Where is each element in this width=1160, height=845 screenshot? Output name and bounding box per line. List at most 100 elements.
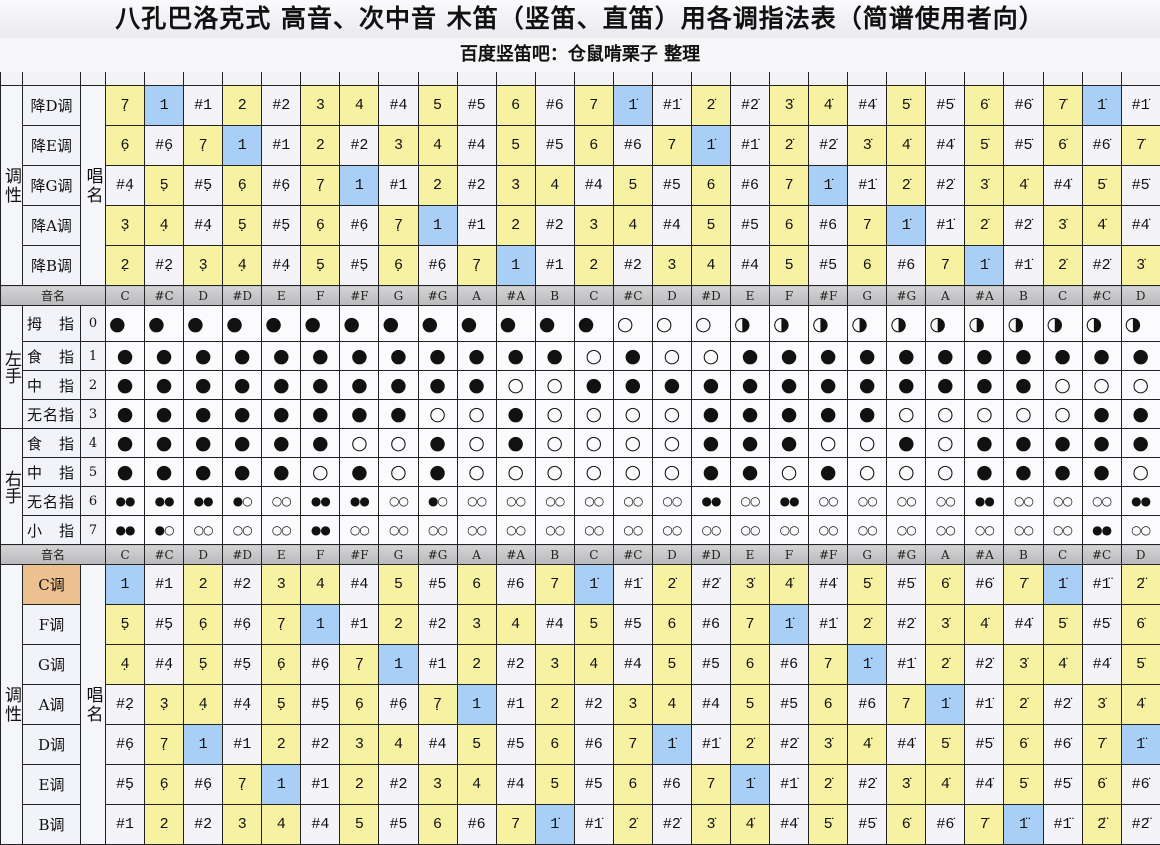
closed-hole-icon: ● bbox=[495, 399, 536, 429]
note-cell: 7 bbox=[808, 644, 849, 685]
note-cell: #2 bbox=[339, 125, 380, 166]
open-hole-icon: ○ bbox=[378, 428, 419, 458]
double-hole-icon: ○○ bbox=[925, 486, 966, 516]
note-cell: 2̇ bbox=[964, 205, 1005, 246]
note-name-cell: E bbox=[261, 544, 302, 565]
note-cell: 6 bbox=[847, 245, 888, 286]
note-cell: #1 bbox=[144, 564, 185, 605]
note-name-cell: D bbox=[651, 544, 692, 565]
note-cell: #6̇ bbox=[1081, 125, 1122, 166]
double-hole-icon: ○○ bbox=[1081, 486, 1122, 516]
open-hole-icon: ○ bbox=[769, 457, 810, 487]
note-cell: 1̇ bbox=[964, 245, 1005, 286]
double-hole-icon: ○○ bbox=[1120, 515, 1160, 545]
blank-cell bbox=[651, 72, 692, 86]
open-hole-icon: ○ bbox=[651, 305, 692, 342]
note-cell: 4̇ bbox=[1042, 644, 1083, 685]
note-name-cell: #G bbox=[886, 285, 927, 306]
key-label: G调 bbox=[22, 644, 81, 685]
note-cell: #4̣ bbox=[183, 205, 224, 246]
open-hole-icon: ○ bbox=[1120, 370, 1160, 400]
note-cell: #6 bbox=[808, 205, 849, 246]
note-cell: 7 bbox=[925, 245, 966, 286]
note-name-cell: G bbox=[847, 285, 888, 306]
key-label: 降A调 bbox=[22, 205, 81, 246]
note-cell: #4 bbox=[495, 764, 536, 805]
note-cell: #4 bbox=[612, 644, 653, 685]
finger-name: 中 指 bbox=[22, 457, 81, 487]
note-cell: 1 bbox=[300, 604, 341, 645]
note-cell: #6̇ bbox=[964, 564, 1005, 605]
note-cell: 6̣ bbox=[261, 644, 302, 685]
note-cell: #6̣ bbox=[261, 165, 302, 206]
note-cell: 6̣ bbox=[339, 684, 380, 725]
note-cell: 5̇ bbox=[808, 804, 849, 845]
note-cell: 6̇ bbox=[1120, 604, 1160, 645]
open-hole-icon: ○ bbox=[1042, 399, 1083, 429]
closed-hole-icon: ● bbox=[1081, 341, 1122, 371]
hole-number: 4 bbox=[80, 428, 106, 458]
half-hole-icon: ◑ bbox=[964, 305, 1005, 342]
note-cell: 3̇ bbox=[1081, 684, 1122, 725]
key-row: F调 5̣ #5̣ 6̣ #6̣ 7̣ 1 #1 2 #2 3 4 #4 5 #5 6 #6 7 1̇ #1̇ 2̇ #2… bbox=[1, 604, 1160, 645]
double-hole-icon: ○○ bbox=[1003, 486, 1044, 516]
closed-hole-icon: ● bbox=[729, 457, 771, 487]
closed-hole-icon: ● bbox=[183, 428, 224, 458]
blank-cell bbox=[417, 72, 458, 86]
blank-cell bbox=[1120, 72, 1160, 86]
note-cell: #4̣ bbox=[104, 165, 146, 206]
note-cell: 1̇ bbox=[1042, 564, 1083, 605]
fingering-row: 中 指 2 ● ● ● ● ● ● ● ● ● ● ○ ○ ● ● ● ● ● ● ● ● ● ● ● ● ○ ○ ○ bbox=[1, 370, 1160, 400]
note-cell: 3 bbox=[612, 684, 653, 725]
note-name-cell: #F bbox=[339, 544, 380, 565]
note-cell: 1̇ bbox=[729, 764, 771, 805]
note-cell: 2̇ bbox=[690, 85, 732, 126]
note-cell: #2 bbox=[534, 205, 575, 246]
note-cell: 4 bbox=[378, 724, 419, 765]
closed-hole-icon: ● bbox=[300, 341, 341, 371]
note-cell: #5 bbox=[573, 764, 614, 805]
note-cell: #4 bbox=[573, 165, 614, 206]
note-cell: #1̈ bbox=[1081, 564, 1122, 605]
double-hole-icon: ○○ bbox=[534, 486, 575, 516]
half-hole-icon: ◑ bbox=[925, 305, 966, 342]
note-cell: #1̇ bbox=[612, 564, 653, 605]
closed-hole-icon: ● bbox=[144, 341, 185, 371]
note-cell: #6 bbox=[456, 804, 497, 845]
note-cell: #1̇ bbox=[1120, 85, 1160, 126]
closed-hole-icon: ● bbox=[144, 428, 185, 458]
key-label: 降G调 bbox=[22, 165, 81, 206]
note-cell: #5̇ bbox=[1081, 604, 1122, 645]
note-cell: #1 bbox=[261, 125, 302, 166]
blank-cell bbox=[339, 72, 380, 86]
note-cell: 7̇ bbox=[964, 804, 1005, 845]
blank-cell bbox=[729, 72, 771, 86]
note-cell: 1̇ bbox=[534, 804, 575, 845]
note-name-cell: F bbox=[300, 285, 341, 306]
double-hole-icon: ●● bbox=[104, 486, 146, 516]
note-cell: #1 bbox=[495, 684, 536, 725]
note-cell: 5̣ bbox=[222, 205, 263, 246]
note-cell: 6 bbox=[417, 804, 458, 845]
closed-hole-icon: ● bbox=[144, 399, 185, 429]
closed-hole-icon: ● bbox=[183, 457, 224, 487]
note-cell: 7 bbox=[729, 604, 771, 645]
key-row: 降E调 6̣ #6̣ 7̣ 1 #1 2 #2 3 4 #4 5 #5 6 #6 7 1̇ #1̇ 2̇ #2̇ 3̇ 4… bbox=[1, 125, 1160, 166]
note-cell: #1̇ bbox=[573, 804, 614, 845]
closed-hole-icon: ● bbox=[261, 341, 302, 371]
closed-hole-icon: ● bbox=[261, 457, 302, 487]
note-cell: 1̇ bbox=[769, 604, 810, 645]
note-cell: #2̣ bbox=[144, 245, 185, 286]
note-name-cell: C bbox=[1042, 544, 1083, 565]
note-cell: 3̣ bbox=[104, 205, 146, 246]
note-cell: 7̣ bbox=[144, 724, 185, 765]
note-cell: 6 bbox=[769, 205, 810, 246]
note-cell: 4̇ bbox=[1120, 684, 1160, 725]
closed-hole-icon: ● bbox=[222, 341, 263, 371]
closed-hole-icon: ● bbox=[339, 370, 380, 400]
note-cell: 6̣ bbox=[222, 165, 263, 206]
closed-hole-icon: ● bbox=[729, 428, 771, 458]
note-cell: 7̣ bbox=[222, 764, 263, 805]
note-cell: 3 bbox=[417, 764, 458, 805]
note-cell: 4̇ bbox=[886, 125, 927, 166]
